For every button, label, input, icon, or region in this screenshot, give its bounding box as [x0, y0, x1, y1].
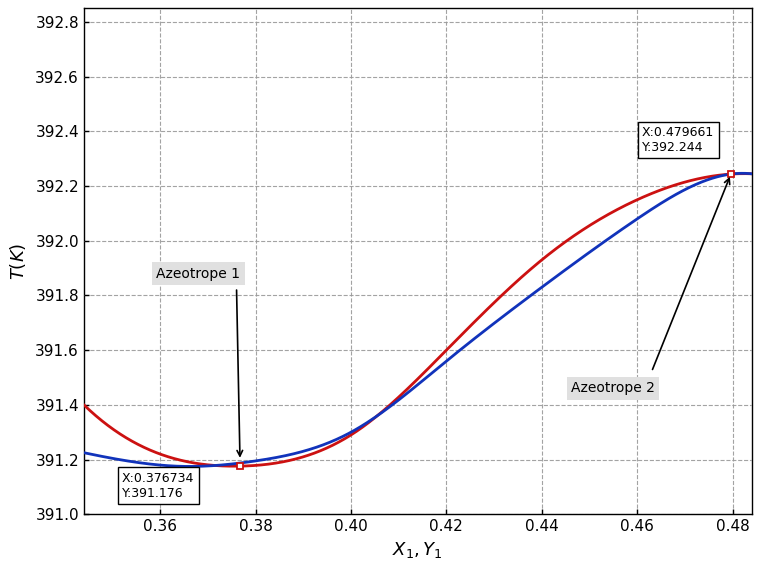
Text: X:0.479661
Y:392.244: X:0.479661 Y:392.244 — [642, 126, 714, 154]
Y-axis label: $T(K)$: $T(K)$ — [8, 243, 28, 280]
Text: Azeotrope 2: Azeotrope 2 — [572, 382, 655, 395]
Text: Azeotrope 1: Azeotrope 1 — [157, 266, 240, 281]
X-axis label: $X_1, Y_1$: $X_1, Y_1$ — [392, 540, 443, 559]
Text: X:0.376734
Y:391.176: X:0.376734 Y:391.176 — [122, 472, 195, 500]
